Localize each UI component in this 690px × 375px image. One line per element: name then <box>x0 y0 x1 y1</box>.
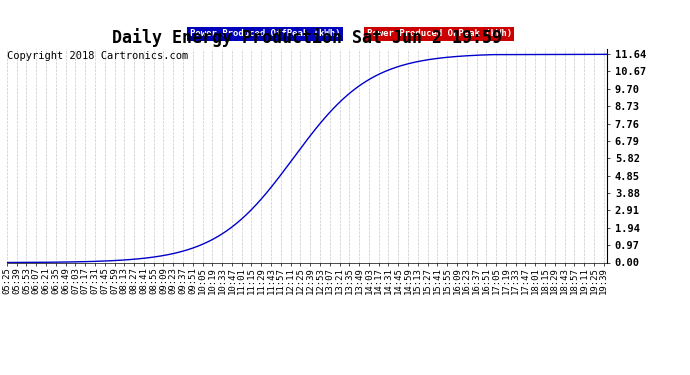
Text: Power Produced OnPeak (kWh): Power Produced OnPeak (kWh) <box>366 29 512 38</box>
Text: Power Produced OffPeak (kWh): Power Produced OffPeak (kWh) <box>190 29 340 38</box>
Text: Copyright 2018 Cartronics.com: Copyright 2018 Cartronics.com <box>7 51 188 61</box>
Title: Daily Energy Production Sat Jun 2 19:59: Daily Energy Production Sat Jun 2 19:59 <box>112 28 502 47</box>
